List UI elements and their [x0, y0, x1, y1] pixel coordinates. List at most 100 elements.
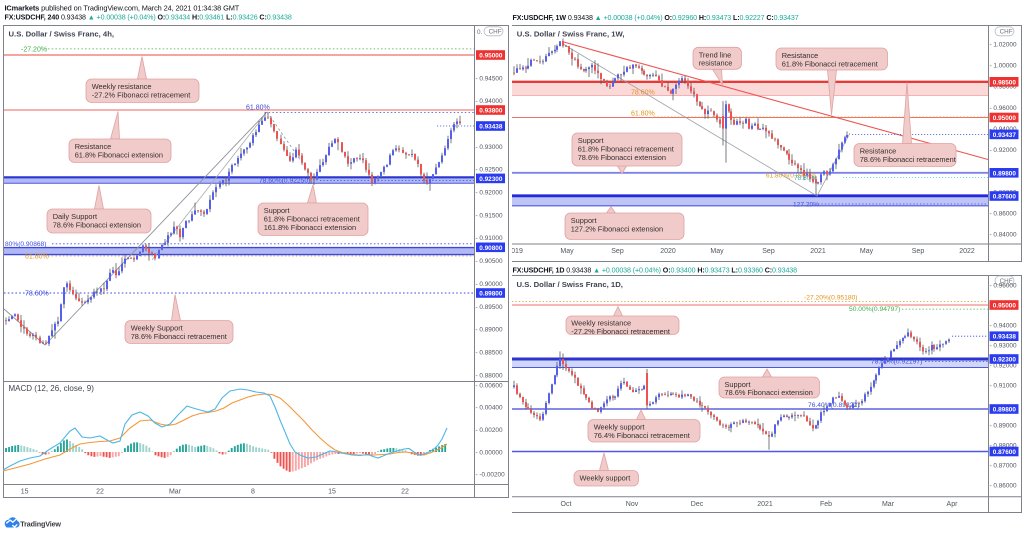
- svg-text:2020: 2020: [660, 248, 676, 255]
- svg-text:Daily Support: Daily Support: [53, 212, 97, 221]
- svg-text:0.95000: 0.95000: [993, 115, 1017, 122]
- svg-text:61.80%: 61.80%: [246, 105, 270, 112]
- svg-text:61.8% Fibonacci retracement: 61.8% Fibonacci retracement: [782, 59, 878, 68]
- svg-text:CHF: CHF: [489, 29, 502, 36]
- svg-text:0.: 0.: [477, 29, 483, 36]
- svg-text:127.20%: 127.20%: [793, 202, 819, 209]
- svg-text:22: 22: [401, 489, 409, 496]
- svg-text:Mar: Mar: [169, 489, 182, 496]
- svg-text:- 0.84000: - 0.84000: [990, 232, 1017, 239]
- svg-text:0.87600: 0.87600: [993, 449, 1017, 456]
- svg-text:80%(0.90868): 80%(0.90868): [5, 241, 46, 248]
- svg-text:78.6% Fibonacci retracement: 78.6% Fibonacci retracement: [131, 332, 227, 341]
- svg-text:-27.2% Fibonacci retracement: -27.2% Fibonacci retracement: [92, 90, 191, 99]
- svg-text:Trend line: Trend line: [699, 50, 732, 59]
- svg-text:- 0.92000: - 0.92000: [476, 190, 503, 197]
- svg-text:- 0.91500: - 0.91500: [476, 212, 503, 219]
- svg-text:May: May: [560, 248, 574, 255]
- svg-text:0.92300: 0.92300: [993, 357, 1017, 364]
- svg-text:0.89800: 0.89800: [479, 291, 503, 298]
- svg-text:Resistance: Resistance: [860, 147, 897, 156]
- svg-text:- 0.87000: - 0.87000: [990, 462, 1017, 469]
- svg-text:- 0.88000: - 0.88000: [990, 442, 1017, 449]
- svg-text:0.90800: 0.90800: [479, 245, 503, 252]
- svg-text:Sep: Sep: [912, 248, 925, 255]
- svg-text:61.80%(0.89679): 61.80%(0.89679): [766, 173, 816, 180]
- svg-text:- 0.88500: - 0.88500: [476, 350, 503, 357]
- svg-text:76.40%(0.89822): 76.40%(0.89822): [808, 402, 859, 409]
- svg-text:- 0.94000: - 0.94000: [990, 322, 1017, 329]
- svg-text:- 0.00000: - 0.00000: [476, 449, 503, 456]
- svg-text:8: 8: [251, 489, 255, 496]
- svg-text:Resistance: Resistance: [75, 142, 112, 151]
- svg-text:- 0.93000: - 0.93000: [476, 144, 503, 151]
- svg-text:- 0.96000: - 0.96000: [990, 282, 1017, 289]
- svg-text:50.00%(0.94797): 50.00%(0.94797): [849, 306, 900, 313]
- svg-text:U.S. Dollar / Swiss Franc, 1W,: U.S. Dollar / Swiss Franc, 1W,: [517, 30, 625, 39]
- svg-text:Weekly Support: Weekly Support: [131, 324, 183, 333]
- svg-text:61.8% Fibonacci retracement: 61.8% Fibonacci retracement: [264, 214, 360, 223]
- svg-text:- 0.94000: - 0.94000: [476, 98, 503, 105]
- svg-text:- 0.00600: - 0.00600: [476, 382, 503, 389]
- svg-text:0.93800: 0.93800: [479, 108, 503, 115]
- svg-text:0.95000: 0.95000: [993, 303, 1017, 310]
- svg-text:2022: 2022: [959, 248, 975, 255]
- svg-text:Weekly support: Weekly support: [594, 423, 645, 432]
- svg-text:May: May: [710, 248, 724, 255]
- svg-text:Nov: Nov: [626, 501, 639, 508]
- svg-text:- 0.89500: - 0.89500: [476, 304, 503, 311]
- svg-text:- 0.89000: - 0.89000: [990, 422, 1017, 429]
- svg-text:Support: Support: [725, 380, 751, 389]
- svg-text:Sep: Sep: [611, 248, 624, 255]
- svg-text:U.S. Dollar / Swiss Franc, 4h,: U.S. Dollar / Swiss Franc, 4h,: [9, 30, 115, 39]
- svg-text:- 0.91000: - 0.91000: [990, 382, 1017, 389]
- svg-text:- 1.02000: - 1.02000: [990, 41, 1017, 48]
- svg-text:78.6% Fibonacci extension: 78.6% Fibonacci extension: [725, 388, 813, 397]
- svg-text:161.8% Fibonacci extension: 161.8% Fibonacci extension: [264, 223, 356, 232]
- svg-text:15: 15: [21, 489, 29, 496]
- svg-text:-27.20%: -27.20%: [21, 47, 47, 54]
- svg-text:78.6% Fibonacci extension: 78.6% Fibonacci extension: [53, 220, 141, 229]
- svg-text:- 0.92500: - 0.92500: [476, 167, 503, 174]
- svg-text:0.93438: 0.93438: [479, 124, 503, 131]
- svg-text:- 0.00400: - 0.00400: [476, 404, 503, 411]
- svg-text:FX:USDCHF, 1W 0.93438 ▲ +0.000: FX:USDCHF, 1W 0.93438 ▲ +0.00038 (+0.04%…: [513, 14, 799, 22]
- svg-text:-27.20%(0.95180): -27.20%(0.95180): [804, 295, 858, 302]
- svg-text:resistance: resistance: [699, 59, 733, 68]
- svg-text:Feb: Feb: [820, 501, 832, 508]
- svg-text:Mar: Mar: [882, 501, 895, 508]
- svg-text:0.89800: 0.89800: [993, 407, 1017, 414]
- svg-text:0.98500: 0.98500: [993, 79, 1017, 86]
- svg-text:0.92300: 0.92300: [479, 176, 503, 183]
- svg-text:0.93438: 0.93438: [993, 334, 1017, 341]
- svg-text:- 0.90000: - 0.90000: [476, 281, 503, 288]
- svg-text:MACD (12, 26, close, 9): MACD (12, 26, close, 9): [9, 384, 95, 393]
- svg-text:Weekly resistance: Weekly resistance: [571, 319, 631, 328]
- svg-text:76.4% Fibonacci retracement: 76.4% Fibonacci retracement: [594, 431, 690, 440]
- svg-text:127.2% Fibonacci extension: 127.2% Fibonacci extension: [571, 224, 663, 233]
- svg-text:- 0.90500: - 0.90500: [476, 258, 503, 265]
- svg-text:- 1.00000: - 1.00000: [990, 63, 1017, 70]
- svg-text:-27.2% Fibonacci retracement: -27.2% Fibonacci retracement: [571, 327, 670, 336]
- svg-text:61.8% Fibonacci extension: 61.8% Fibonacci extension: [75, 150, 163, 159]
- svg-text:0.87600: 0.87600: [993, 194, 1017, 201]
- svg-text:78.60%: 78.60%: [631, 90, 655, 97]
- svg-text:- 0.86000: - 0.86000: [990, 482, 1017, 489]
- svg-text:61.80%: 61.80%: [25, 254, 49, 261]
- svg-text:15: 15: [328, 489, 336, 496]
- svg-text:Support: Support: [571, 216, 597, 225]
- svg-text:May: May: [860, 248, 874, 255]
- svg-text:Sep: Sep: [762, 248, 775, 255]
- svg-text:78.6% Fibonacci extension: 78.6% Fibonacci extension: [578, 153, 666, 162]
- svg-text:- 0.92000: - 0.92000: [990, 147, 1017, 154]
- svg-text:2021: 2021: [810, 248, 826, 255]
- svg-text:- 0.96000: - 0.96000: [990, 105, 1017, 112]
- svg-text:0.89800: 0.89800: [993, 170, 1017, 177]
- svg-text:CHF: CHF: [1000, 29, 1013, 36]
- svg-text:78.60%: 78.60%: [25, 291, 49, 298]
- svg-text:019: 019: [512, 248, 523, 255]
- svg-text:Apr: Apr: [947, 501, 959, 508]
- svg-text:- 0.88000: - 0.88000: [476, 372, 503, 379]
- svg-text:- 0.92000: - 0.92000: [990, 362, 1017, 369]
- svg-text:78.60%(0.92250): 78.60%(0.92250): [259, 178, 310, 185]
